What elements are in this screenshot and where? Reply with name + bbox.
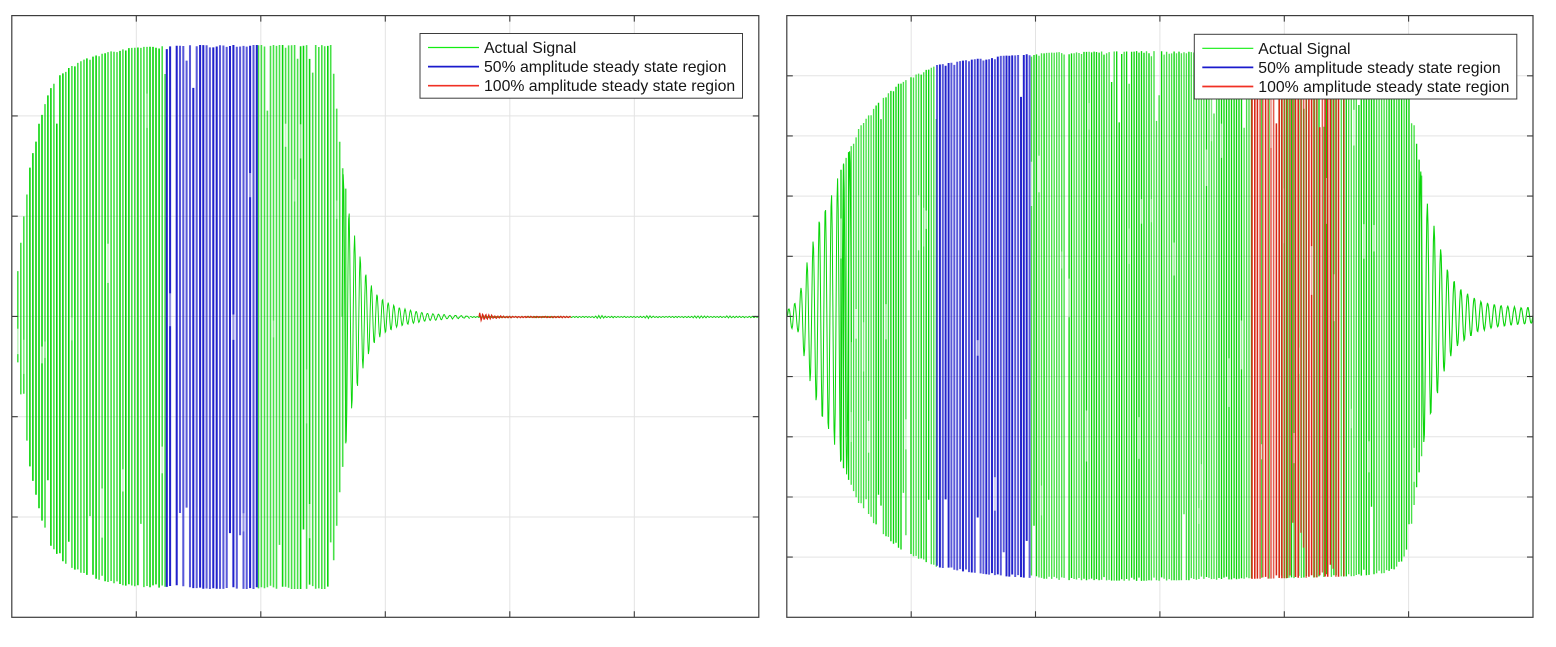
svg-text:Actual Signal: Actual Signal [1258, 41, 1350, 58]
svg-text:50% amplitude steady state reg: 50% amplitude steady state region [484, 59, 726, 76]
svg-text:Actual Signal: Actual Signal [484, 40, 576, 57]
svg-text:100% amplitude steady state re: 100% amplitude steady state region [484, 78, 735, 95]
svg-text:100% amplitude steady state re: 100% amplitude steady state region [1258, 79, 1509, 96]
svg-text:50% amplitude steady state reg: 50% amplitude steady state region [1258, 60, 1500, 77]
